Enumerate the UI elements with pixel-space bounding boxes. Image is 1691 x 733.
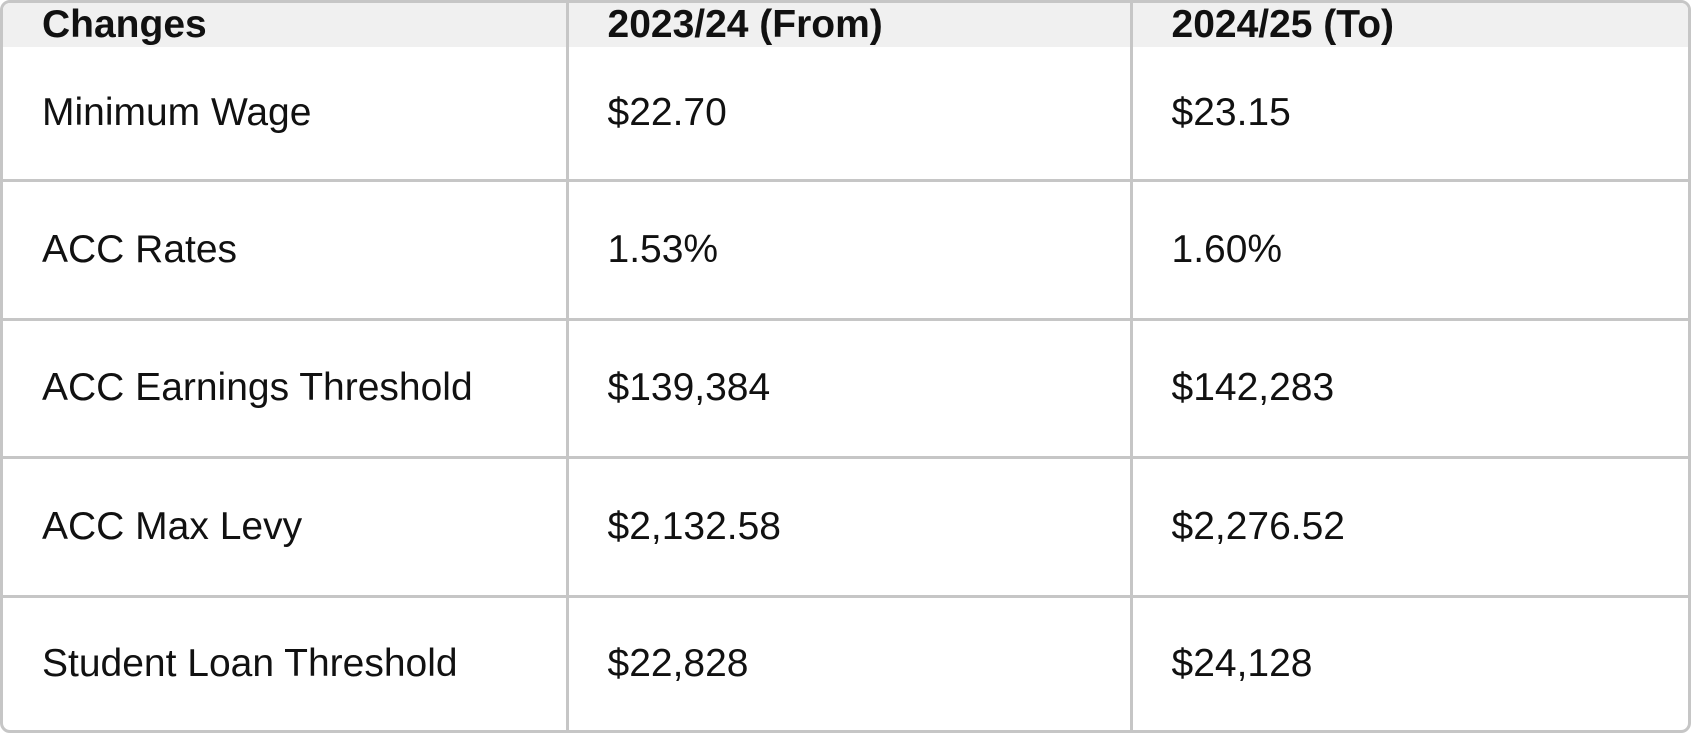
table-cell: $139,384 [565,317,1133,460]
table-cell: $23.15 [1129,47,1688,183]
table-cell: $2,132.58 [565,456,1133,598]
table-cell: ACC Earnings Threshold [3,317,569,460]
table-row: Minimum Wage $22.70 $23.15 [3,47,1688,183]
table-cell: $2,276.52 [1129,456,1688,598]
table-row: ACC Rates 1.53% 1.60% [3,179,1688,321]
table-cell: Minimum Wage [3,47,569,183]
table: Changes 2023/24 (From) 2024/25 (To) Minimu… [3,3,1688,730]
table-body: Minimum Wage $22.70 $23.15 ACC Rates 1.53% 1.… [3,47,1688,730]
header-cell: Changes [3,3,569,47]
table-cell: ACC Rates [3,179,569,321]
table-cell: $24,128 [1129,594,1688,730]
table-row: Student Loan Threshold $22,828 $24,128 [3,594,1688,730]
header-cell: 2023/24 (From) [565,3,1133,47]
table-cell: Student Loan Threshold [3,594,569,730]
table-cell: $142,283 [1129,317,1688,460]
table-cell: $22,828 [565,594,1133,730]
table-cell: 1.60% [1129,179,1688,321]
table-cell: $22.70 [565,47,1133,183]
table-cell: ACC Max Levy [3,456,569,598]
table-cell: 1.53% [565,179,1133,321]
header-cell: 2024/25 (To) [1129,3,1688,47]
table-row: ACC Max Levy $2,132.58 $2,276.52 [3,456,1688,598]
table-row: ACC Earnings Threshold $139,384 $142,283 [3,317,1688,460]
header-row: Changes 2023/24 (From) 2024/25 (To) [3,3,1688,47]
